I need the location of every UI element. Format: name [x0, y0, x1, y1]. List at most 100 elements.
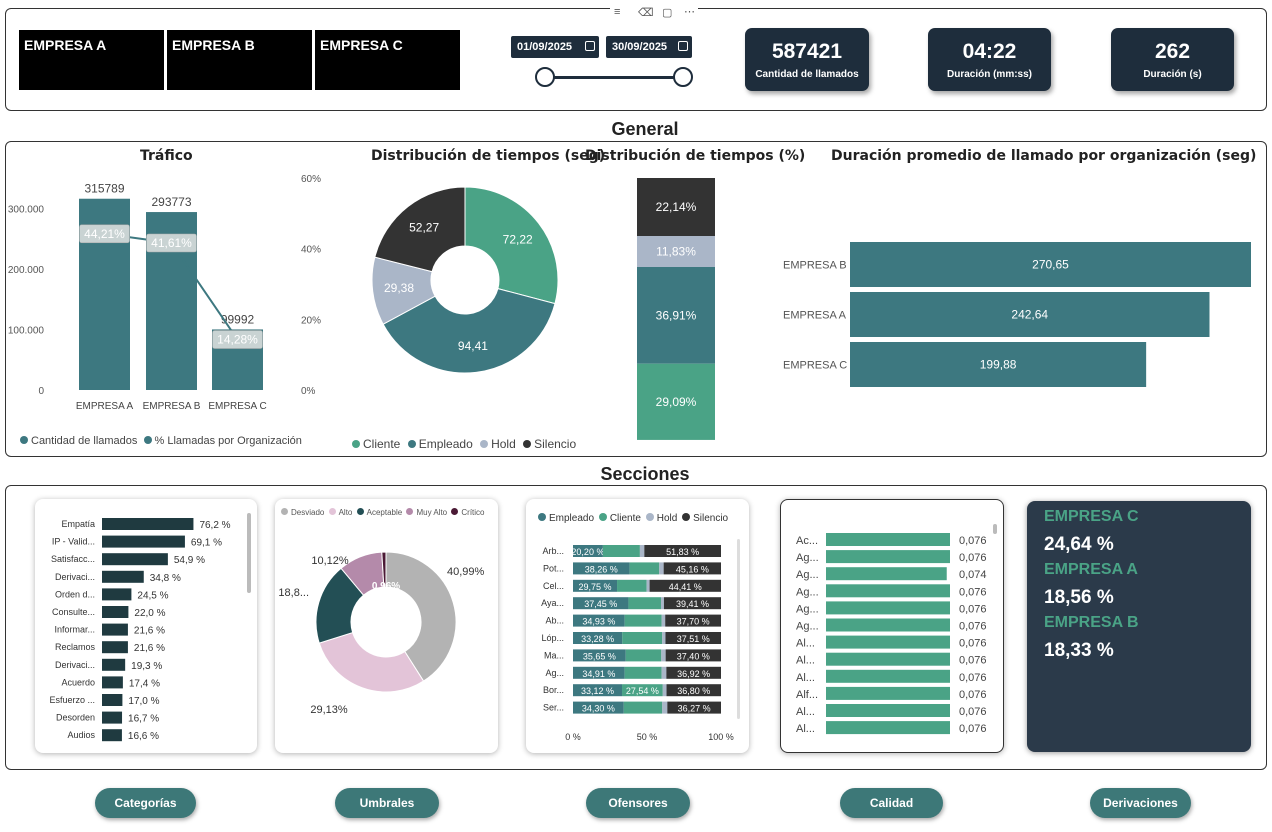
nav-button-umbrales[interactable]: Umbrales	[335, 788, 439, 818]
donut-slice	[318, 631, 425, 693]
stack-segment	[661, 614, 666, 627]
category-label: EMPRESA B	[783, 260, 847, 272]
category-label: Ag...	[796, 603, 819, 615]
legend-item: Silencio	[693, 513, 729, 524]
scrollbar[interactable]	[247, 513, 251, 593]
bar-data-label: 24,5 %	[137, 590, 168, 601]
bar-data-label: 34,8 %	[150, 573, 181, 584]
bar-data-label: 0,076	[959, 552, 987, 564]
kpi-label: Duración (s)	[1143, 69, 1202, 80]
slice-data-label: 29,13%	[310, 704, 348, 716]
x-tick-label: EMPRESA A	[76, 401, 134, 412]
more-icon[interactable]: ⋯	[684, 6, 695, 18]
filter-icon[interactable]: ≡	[614, 6, 621, 18]
segment-data-label: 37,40 %	[677, 651, 710, 661]
date-start-input[interactable]: 01/09/2025	[511, 36, 599, 58]
bar	[826, 635, 950, 649]
x-tick-label: 0 %	[565, 732, 581, 742]
date-slider-track[interactable]	[545, 76, 683, 79]
legend-item: Crítico	[461, 508, 485, 517]
nav-button-categorias[interactable]: Categorías	[95, 788, 196, 818]
kpi-card-duration-s: 262 Duración (s)	[1111, 28, 1234, 91]
company-button-a[interactable]: EMPRESA A	[19, 30, 164, 90]
dist-seg-legend: Cliente Empleado Hold Silencio	[352, 437, 576, 451]
legend-item: Aceptable	[366, 508, 403, 517]
section-title-secciones: Secciones	[600, 464, 690, 484]
date-slider-handle-end[interactable]	[673, 67, 693, 87]
kpi-value: 262	[1154, 40, 1191, 63]
category-label: Esfuerzo ...	[49, 695, 95, 705]
segment-data-label: 20,20 %	[571, 547, 604, 557]
eraser-icon[interactable]: ⌫	[638, 7, 654, 19]
y2-tick-label: 60%	[301, 174, 321, 185]
bar-data-label: 0,076	[959, 535, 987, 547]
category-label: Informar...	[54, 625, 95, 635]
bar	[102, 676, 123, 689]
stack-segment	[662, 632, 666, 644]
category-label: Reclamos	[55, 642, 96, 652]
stack-segment	[573, 579, 618, 592]
category-label: IP - Valid...	[52, 537, 95, 547]
date-end-input[interactable]: 30/09/2025	[606, 36, 692, 58]
category-label: Orden d...	[55, 589, 95, 599]
stack-segment	[662, 701, 668, 714]
trafico-chart: 0 100.000 200.000 300.000 0% 20% 40% 60% 315789 E…	[8, 174, 321, 412]
category-label: Alf...	[796, 689, 818, 701]
ofensores-card: Empleado Cliente Hold Silencio Arb... 20,…	[526, 499, 749, 753]
chart-title-duracion-org: Duración promedio de llamado por organiz…	[831, 148, 1257, 164]
bar	[102, 641, 128, 654]
stack-segment	[665, 649, 721, 662]
summary-company-value: 18,56 %	[1044, 587, 1114, 608]
segment-data-label: 34,93 %	[582, 617, 615, 627]
bar-data-label: 99992	[221, 312, 255, 326]
nav-button-calidad[interactable]: Calidad	[840, 788, 943, 818]
category-label: Ag...	[796, 552, 819, 564]
stack-segment	[646, 579, 650, 592]
stack-segment	[573, 632, 623, 644]
bar-data-label: 0,076	[959, 706, 987, 718]
bar	[102, 518, 194, 530]
segment-data-label: 45,16 %	[676, 564, 709, 574]
y-tick-label: 200.000	[8, 265, 44, 276]
segment-data-label: 36,91%	[656, 308, 697, 322]
legend-item: Empleado	[549, 513, 595, 524]
segment-data-label: 29,09%	[656, 395, 697, 409]
date-slider-handle-start[interactable]	[535, 67, 555, 87]
x-tick-label: 100 %	[708, 732, 734, 742]
category-label: Ac...	[796, 535, 818, 547]
bar	[826, 584, 950, 598]
category-label: Aya...	[541, 598, 564, 608]
category-label: Ag...	[796, 586, 819, 598]
chart-title-dist-seg: Distribución de tiempos (seg)	[371, 148, 606, 164]
calendar-icon[interactable]	[678, 41, 688, 51]
stack-segment	[624, 614, 662, 627]
category-label: Derivaci...	[55, 660, 95, 670]
category-label: Al...	[796, 672, 815, 684]
kpi-value: 587421	[771, 40, 843, 63]
company-button-b[interactable]: EMPRESA B	[167, 30, 312, 90]
stack-segment	[667, 701, 721, 714]
scrollbar[interactable]	[993, 524, 997, 534]
y-tick-label: 300.000	[8, 204, 44, 215]
segment-data-label: 34,30 %	[582, 704, 615, 714]
scrollbar[interactable]	[737, 539, 740, 719]
legend-item: Empleado	[418, 437, 473, 451]
nav-button-derivaciones[interactable]: Derivaciones	[1090, 788, 1191, 818]
slice-data-label: 18,8...	[278, 587, 309, 599]
bar	[826, 533, 950, 546]
company-button-c[interactable]: EMPRESA C	[315, 30, 460, 90]
category-label: Al...	[796, 655, 815, 667]
nav-button-ofensores[interactable]: Ofensores	[586, 788, 690, 818]
slice-data-label: 0,96%	[372, 581, 400, 592]
legend-item: Cliente	[609, 513, 641, 524]
bar	[826, 618, 950, 632]
expand-icon[interactable]: ▢	[662, 7, 673, 19]
dist-pct-stacked-chart: 22,14% 11,83% 36,91% 29,09%	[637, 178, 715, 440]
category-label: Pot...	[543, 563, 564, 573]
category-label: Audios	[67, 730, 95, 740]
bar	[102, 658, 126, 671]
calendar-icon[interactable]	[585, 41, 595, 51]
category-label: Derivaci...	[55, 572, 95, 582]
bar-data-label: 17,0 %	[128, 696, 159, 707]
summary-company-name: EMPRESA B	[1044, 614, 1139, 631]
